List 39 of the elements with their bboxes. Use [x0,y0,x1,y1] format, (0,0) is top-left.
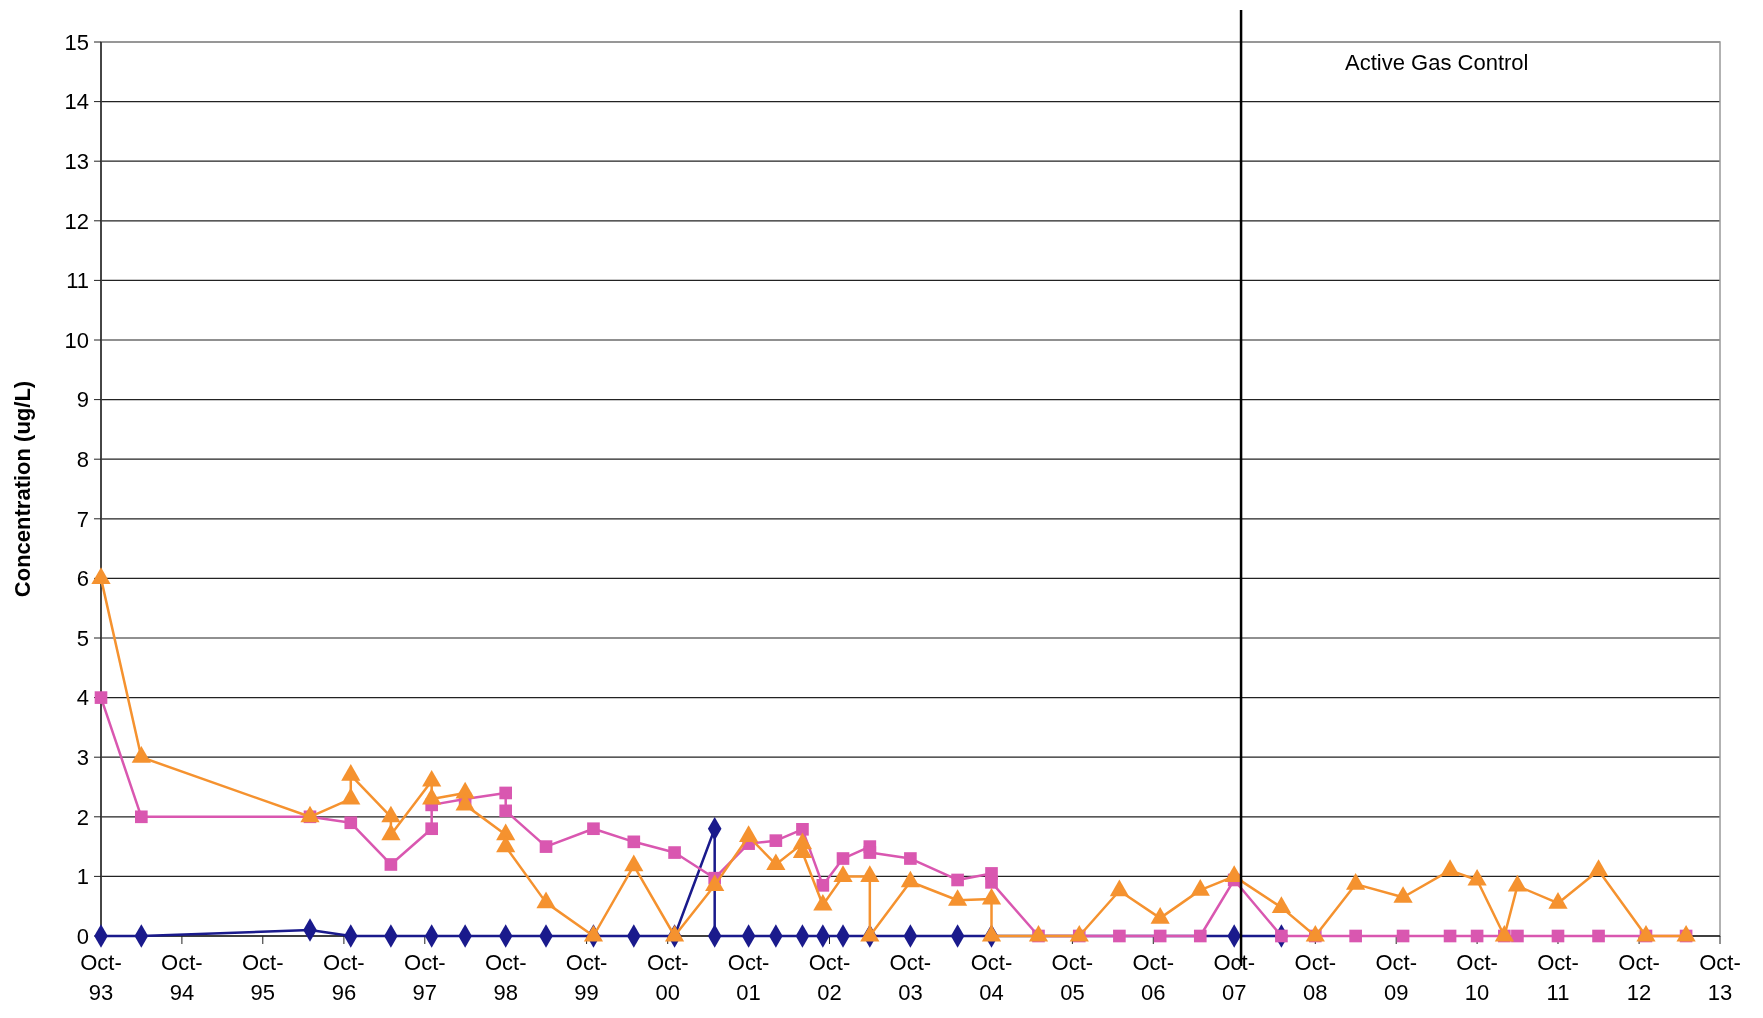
y-tick-label: 1 [76,864,89,890]
ref-line-label: Active Gas Control [1345,50,1529,75]
x-tick-label: Oct-05 [1051,950,1094,1005]
x-tick-label: Oct-03 [889,950,932,1005]
x-tick-label: Oct-12 [1618,950,1660,1005]
x-tick-label: Oct-07 [1213,950,1255,1005]
y-axis-title: Concentration (ug/L) [10,380,35,598]
y-tick-label: 2 [76,804,89,830]
x-tick-label: Oct-10 [1456,950,1498,1005]
y-tick-label: 6 [76,566,89,592]
y-tick-label: 12 [64,208,89,234]
y-tick-label: 5 [76,625,89,651]
y-tick-label: 14 [64,89,89,115]
x-tick-label: Oct-95 [242,950,284,1005]
x-tick-label: Oct-00 [646,950,689,1005]
x-tick-label: Oct-09 [1375,950,1417,1005]
y-tick-label: 8 [76,446,89,472]
x-tick-label: Oct-04 [970,950,1013,1005]
y-tick-label: 10 [64,327,89,353]
x-tick-label: Oct-13 [1699,950,1741,1005]
y-tick-label: 3 [76,744,89,770]
y-tick-label: 13 [64,148,89,174]
x-tick-label: Oct-06 [1132,950,1175,1005]
x-tick-label: Oct-98 [484,950,527,1005]
y-tick-label: 7 [76,506,89,532]
y-tick-label: 0 [76,923,89,949]
y-tick-label: 9 [76,387,89,413]
x-tick-label: Oct-99 [565,950,608,1005]
x-tick-label: Oct-93 [80,950,122,1005]
y-tick-label: 4 [76,685,89,711]
x-tick-label: Oct-02 [808,950,851,1005]
x-tick-label: Oct-96 [323,950,365,1005]
x-tick-label: Oct-01 [727,950,770,1005]
x-tick-label: Oct-97 [404,950,446,1005]
x-tick-label: Oct-94 [161,950,203,1005]
x-tick-label: Oct-08 [1294,950,1337,1005]
y-tick-label: 15 [64,29,89,55]
x-tick-label: Oct-11 [1537,950,1579,1005]
y-tick-label: 11 [66,268,89,294]
